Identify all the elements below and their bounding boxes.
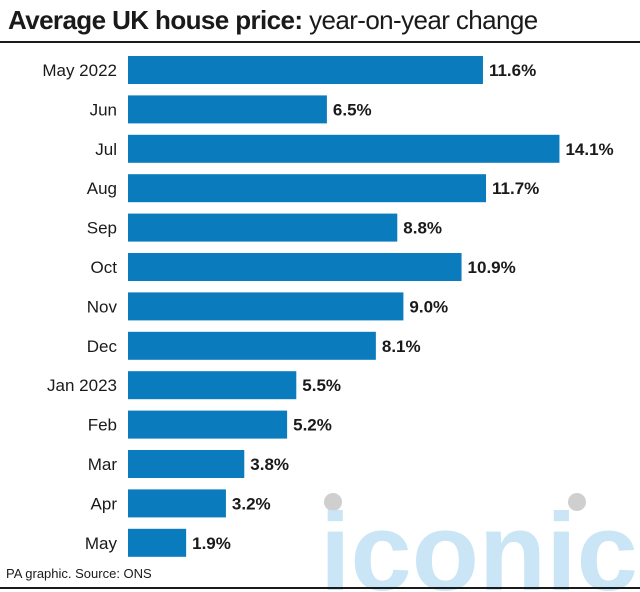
category-label: Sep xyxy=(87,219,117,238)
chart-title: Average UK house price: year-on-year cha… xyxy=(8,4,538,36)
category-label: Jun xyxy=(90,100,117,119)
value-label: 5.5% xyxy=(302,376,341,395)
value-label: 1.9% xyxy=(192,534,231,553)
bar xyxy=(128,410,288,439)
category-label: Jul xyxy=(95,140,117,159)
value-label: 10.9% xyxy=(468,258,516,277)
top-rule xyxy=(0,41,640,43)
category-label: Nov xyxy=(87,297,118,316)
category-label: Mar xyxy=(88,455,118,474)
bar xyxy=(128,528,187,557)
chart-title-light: year-on-year change xyxy=(309,5,538,35)
chart-title-bold: Average UK house price: xyxy=(8,5,303,35)
value-label: 11.7% xyxy=(492,179,539,198)
watermark-dot-right xyxy=(568,493,586,511)
bar xyxy=(128,95,327,124)
bar xyxy=(128,134,560,163)
bottom-rule xyxy=(0,587,640,589)
bar xyxy=(128,450,245,478)
bar xyxy=(128,56,483,84)
watermark-text: iconic xyxy=(320,491,638,592)
category-label: May xyxy=(85,534,118,553)
bars-group: May 2022 11.6% Jun 6.5% Jul 14.1% Aug 11.7% Sep 8… xyxy=(42,56,614,557)
value-label: 9.0% xyxy=(409,297,448,316)
bar xyxy=(128,331,376,360)
value-label: 6.5% xyxy=(333,100,372,119)
category-label: Feb xyxy=(88,416,117,435)
watermark-dot-left xyxy=(324,493,342,511)
category-label: Dec xyxy=(87,337,118,356)
value-label: 5.2% xyxy=(293,416,332,435)
bar xyxy=(128,174,487,203)
value-label: 8.1% xyxy=(382,337,421,356)
iconic-watermark: iconic xyxy=(320,491,638,592)
category-label: Jan 2023 xyxy=(47,376,117,395)
category-label: May 2022 xyxy=(42,61,117,80)
bar xyxy=(128,489,226,518)
category-label: Apr xyxy=(91,494,118,513)
bar xyxy=(128,371,297,400)
bar xyxy=(128,292,404,321)
value-label: 8.8% xyxy=(403,219,442,238)
value-label: 14.1% xyxy=(565,140,613,159)
bar xyxy=(128,213,398,242)
value-label: 3.2% xyxy=(232,494,271,513)
value-label: 3.8% xyxy=(250,455,289,474)
category-label: Aug xyxy=(87,179,117,198)
bar xyxy=(128,253,462,281)
category-label: Oct xyxy=(91,258,118,277)
source-note: PA graphic. Source: ONS xyxy=(6,566,152,581)
value-label: 11.6% xyxy=(489,61,536,80)
